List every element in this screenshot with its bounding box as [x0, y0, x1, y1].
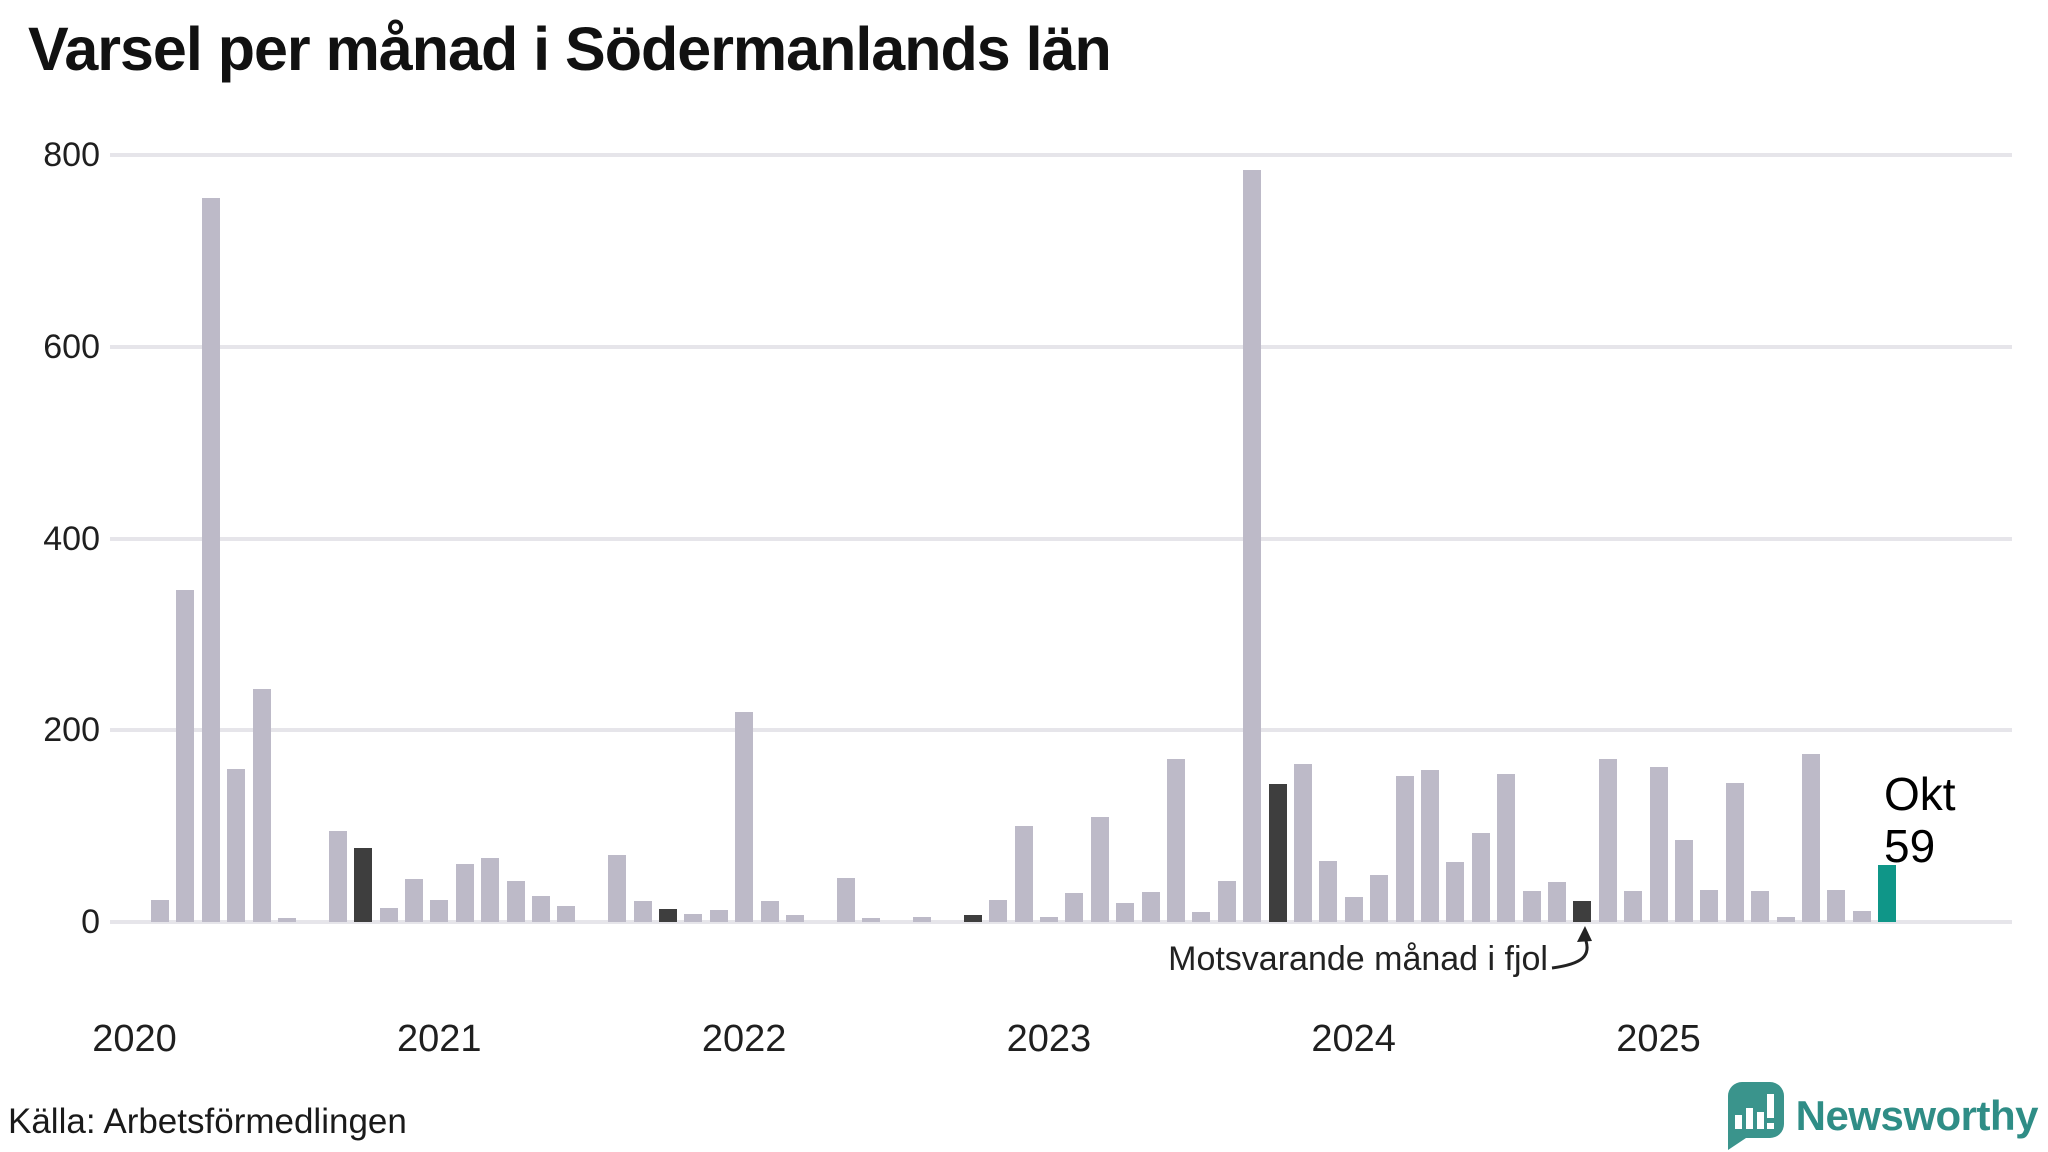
bar — [1649, 766, 1668, 922]
bar — [1370, 875, 1389, 922]
bar-current-month — [1878, 865, 1897, 922]
bar — [455, 863, 474, 922]
bar — [1827, 890, 1846, 922]
bar — [176, 590, 195, 922]
bar-compare-month — [1268, 783, 1287, 922]
newsworthy-logo-text: Newsworthy — [1795, 1092, 2039, 1139]
bar — [1293, 763, 1312, 922]
y-tick-label: 600 — [43, 327, 100, 366]
bar — [227, 768, 246, 922]
x-year-label: 2022 — [701, 1018, 787, 1060]
bar — [1090, 816, 1109, 922]
bar — [506, 880, 525, 922]
bar — [989, 899, 1008, 922]
comparison-annotation: Motsvarande månad i fjol — [1168, 940, 1548, 978]
bar — [1141, 892, 1160, 922]
y-tick-label: 800 — [43, 136, 100, 174]
bar — [684, 914, 703, 922]
bar — [1725, 782, 1744, 922]
bar — [1319, 860, 1338, 922]
bar — [328, 830, 347, 922]
gridline — [110, 728, 2012, 733]
bar — [201, 198, 220, 922]
bar — [557, 905, 576, 922]
bar — [633, 900, 652, 922]
bar — [1700, 890, 1719, 922]
bar — [1344, 897, 1363, 922]
gridline — [110, 153, 2012, 157]
newsworthy-logo: Newsworthy — [1720, 1082, 2039, 1150]
bar — [1624, 891, 1643, 922]
bar — [912, 917, 931, 922]
current-month-value: 59 — [1884, 820, 1936, 873]
x-year-label: 2021 — [397, 1018, 482, 1060]
bar — [1014, 826, 1033, 922]
bar — [1446, 861, 1465, 922]
bar — [1166, 759, 1185, 922]
bar — [1395, 776, 1414, 922]
bar — [1852, 911, 1871, 922]
x-year-label: 2020 — [92, 1018, 177, 1060]
y-tick-label: 400 — [43, 519, 100, 558]
bar — [862, 918, 881, 922]
bar — [1192, 912, 1211, 922]
bar — [379, 907, 398, 922]
bar — [1674, 839, 1693, 922]
x-year-label: 2023 — [1006, 1018, 1092, 1060]
bar — [1116, 902, 1135, 922]
bar — [735, 712, 754, 922]
y-tick-label: 0 — [81, 903, 100, 941]
current-month-label: Okt 59 — [1884, 768, 1956, 873]
bar — [531, 896, 550, 922]
bar — [1420, 769, 1439, 922]
bar — [1598, 759, 1617, 922]
bar — [608, 854, 627, 922]
bar — [1751, 891, 1770, 922]
current-month-name: Okt — [1884, 768, 1956, 820]
bar — [1243, 170, 1262, 922]
bar — [1547, 881, 1566, 922]
bar — [1039, 917, 1058, 922]
bar — [1776, 917, 1795, 922]
bar — [1065, 893, 1084, 922]
bar — [709, 910, 728, 922]
bar — [1217, 880, 1236, 922]
x-year-label: 2025 — [1616, 1018, 1701, 1060]
chart-title: Varsel per månad i Södermanlands län — [28, 15, 1112, 83]
bar-compare-month — [354, 848, 373, 922]
x-year-label: 2024 — [1311, 1018, 1396, 1060]
source-label: Källa: Arbetsförmedlingen — [8, 1102, 407, 1141]
y-tick-label: 200 — [43, 711, 100, 750]
bar — [404, 878, 423, 922]
bar-compare-month — [963, 915, 982, 922]
bar — [252, 689, 271, 922]
bar — [1522, 891, 1541, 922]
bar — [785, 915, 804, 922]
bar-compare-month — [1573, 900, 1592, 922]
bar — [1471, 832, 1490, 922]
bar — [430, 899, 449, 922]
bar — [836, 877, 855, 922]
bar — [277, 918, 296, 922]
x-axis-line — [110, 920, 2012, 924]
bar — [150, 899, 169, 922]
bar — [760, 900, 779, 922]
bar — [1497, 774, 1516, 922]
bar — [481, 857, 500, 922]
newsworthy-logo-icon — [1727, 1082, 1784, 1150]
gridline — [110, 536, 2012, 541]
bar-compare-month — [658, 908, 677, 922]
bar — [1801, 754, 1820, 922]
gridline — [110, 344, 2012, 349]
